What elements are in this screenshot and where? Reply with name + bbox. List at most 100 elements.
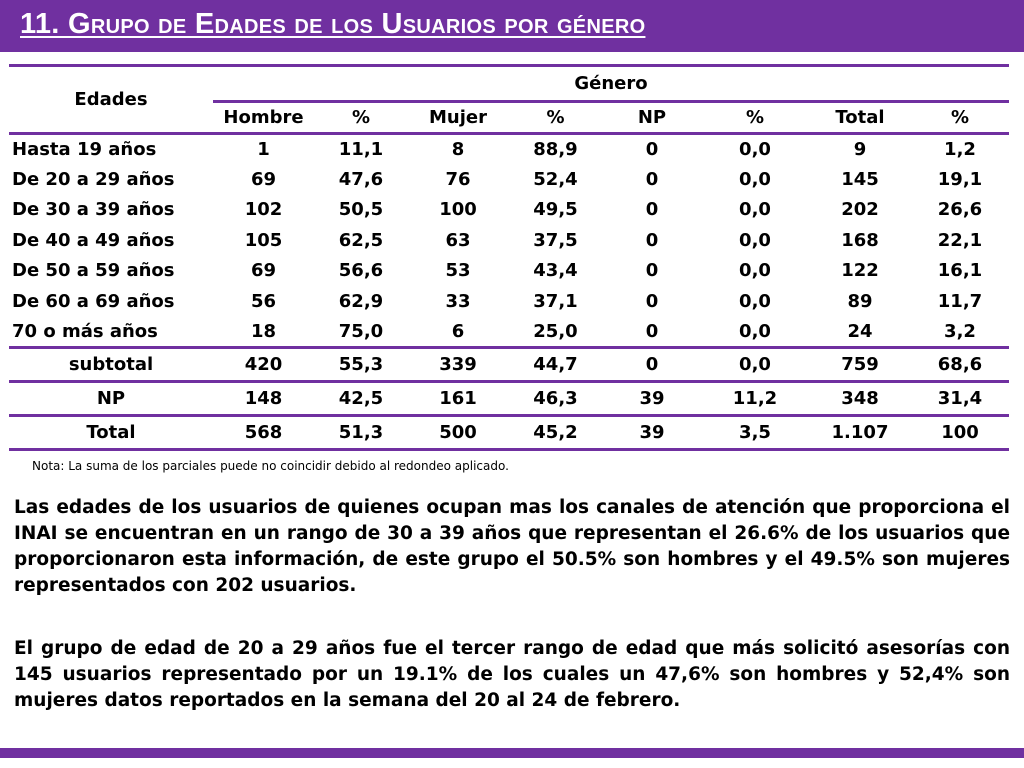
value-cell: 49,5 <box>533 199 578 221</box>
value-cell: 105 <box>244 229 283 251</box>
value-cell: 3,2 <box>911 316 1009 349</box>
value-cell: 62,5 <box>338 229 384 251</box>
paragraph-1: Las edades de los usuarios de quienes oc… <box>14 497 1010 596</box>
header-genero: Género <box>213 64 1009 103</box>
summary-label-cell: subtotal <box>9 347 213 383</box>
subheader-cell: % <box>314 101 408 135</box>
value-cell: 0,0 <box>739 199 771 221</box>
table-row: 70 o más años 18 75,0 6 25,0 0 0,0 24 3,2 <box>9 316 1009 349</box>
value-cell: 16,1 <box>937 260 983 282</box>
value-cell: 0 <box>645 290 659 312</box>
value-cell: 56,6 <box>338 260 384 282</box>
summary-value-cell: 42,5 <box>314 381 408 417</box>
value-cell: 63 <box>445 229 471 251</box>
summary-value-cell: 46,3 <box>508 381 603 417</box>
value-cell: 37,1 <box>533 290 578 312</box>
value-cell: 0,0 <box>701 316 809 349</box>
summary-value-cell: 68,6 <box>911 347 1009 383</box>
summary-value-cell: 0 <box>603 347 701 383</box>
value-cell: 50,5 <box>338 199 384 221</box>
subheader-cell: % <box>911 101 1009 135</box>
subheader-cell: Hombre <box>213 101 314 135</box>
table-row: De 30 a 39 años 102 50,5 100 49,5 0 0,0 202 26,6 <box>9 195 1009 226</box>
value-cell: 43,4 <box>533 260 578 282</box>
bottom-bar <box>0 748 1024 758</box>
value-cell: 0,0 <box>739 229 771 251</box>
value-cell: 89 <box>847 290 873 312</box>
subheader-cell: % <box>701 101 809 135</box>
summary-label-cell: NP <box>9 381 213 417</box>
value-cell: 69 <box>250 168 277 190</box>
summary-value-cell: 1.107 <box>809 415 911 451</box>
summary-value-cell: 39 <box>603 381 701 417</box>
value-cell: 37,5 <box>533 229 578 251</box>
value-cell: 0,0 <box>739 260 771 282</box>
value-cell: 100 <box>439 199 477 221</box>
summary-value-cell: 51,3 <box>314 415 408 451</box>
value-cell: 69 <box>250 260 277 282</box>
title-bar: 11. Grupo de Edades de los Usuarios por … <box>0 0 1024 52</box>
table-row: Hasta 19 años 1 11,1 8 88,9 0 0,0 9 1,2 <box>9 134 1009 165</box>
value-cell: 53 <box>445 260 471 282</box>
age-range-cell: De 20 a 29 años <box>12 168 175 190</box>
summary-value-cell: 39 <box>603 415 701 451</box>
value-cell: 52,4 <box>533 168 578 190</box>
summary-label-cell: Total <box>9 415 213 451</box>
value-cell: 9 <box>853 139 867 160</box>
value-cell: 25,0 <box>508 316 603 349</box>
summary-value-cell: 161 <box>408 381 508 417</box>
subheader-cell: Total <box>809 101 911 135</box>
summary-row: subtotal 420 55,3 339 44,7 0 0,0 759 68,6 <box>9 347 1009 383</box>
value-cell: 145 <box>841 168 879 190</box>
value-cell: 168 <box>841 229 879 251</box>
value-cell: 19,1 <box>937 168 983 190</box>
summary-row: NP 148 42,5 161 46,3 39 11,2 348 31,4 <box>9 381 1009 417</box>
value-cell: 26,6 <box>937 199 983 221</box>
subheader-cell: Mujer <box>408 101 508 135</box>
summary-value-cell: 348 <box>809 381 911 417</box>
table-body: Edades Género Hombre% Mujer% NP% Total% Hasta … <box>9 64 1009 451</box>
summary-value-cell: 100 <box>911 415 1009 451</box>
value-cell: 11,1 <box>338 139 384 160</box>
value-cell: 8 <box>451 139 465 160</box>
value-cell: 47,6 <box>338 168 384 190</box>
value-cell: 202 <box>841 199 879 221</box>
value-cell: 122 <box>841 260 879 282</box>
summary-value-cell: 568 <box>213 415 314 451</box>
header-edades: Edades <box>9 64 213 135</box>
value-cell: 0,0 <box>739 290 771 312</box>
summary-row: Total 568 51,3 500 45,2 39 3,5 1.107 100 <box>9 415 1009 451</box>
table-row: De 40 a 49 años 105 62,5 63 37,5 0 0,0 168 22,1 <box>9 225 1009 256</box>
value-cell: 102 <box>244 199 283 221</box>
summary-value-cell: 420 <box>213 347 314 383</box>
summary-value-cell: 0,0 <box>701 347 809 383</box>
value-cell: 76 <box>445 168 471 190</box>
age-range-cell: 70 o más años <box>9 316 213 349</box>
summary-value-cell: 759 <box>809 347 911 383</box>
summary-value-cell: 148 <box>213 381 314 417</box>
paragraph-2: El grupo de edad de 20 a 29 años fue el … <box>14 638 1010 711</box>
header-row-2: Hombre% Mujer% NP% Total% <box>9 101 1009 135</box>
summary-value-cell: 11,2 <box>701 381 809 417</box>
value-cell: 62,9 <box>338 290 384 312</box>
summary-value-cell: 44,7 <box>508 347 603 383</box>
value-cell: 33 <box>445 290 471 312</box>
value-cell: 0 <box>645 229 659 251</box>
summary-value-cell: 31,4 <box>911 381 1009 417</box>
page-title: 11. Grupo de Edades de los Usuarios por … <box>20 8 646 40</box>
table-row: De 60 a 69 años 56 62,9 33 37,1 0 0,0 89 11,7 <box>9 286 1009 317</box>
value-cell: 0 <box>645 168 659 190</box>
subheader-cell: % <box>508 101 603 135</box>
value-cell: 18 <box>213 316 314 349</box>
age-range-cell: Hasta 19 años <box>12 139 157 160</box>
value-cell: 0,0 <box>739 168 771 190</box>
age-range-cell: De 40 a 49 años <box>12 229 175 251</box>
table-row: De 50 a 59 años 69 56,6 53 43,4 0 0,0 122 16,1 <box>9 256 1009 287</box>
value-cell: 0,0 <box>739 139 771 160</box>
value-cell: 11,7 <box>937 290 983 312</box>
value-cell: 56 <box>250 290 277 312</box>
value-cell: 22,1 <box>937 229 983 251</box>
summary-value-cell: 3,5 <box>701 415 809 451</box>
value-cell: 0 <box>645 199 659 221</box>
header-row-1: Edades Género <box>9 64 1009 135</box>
